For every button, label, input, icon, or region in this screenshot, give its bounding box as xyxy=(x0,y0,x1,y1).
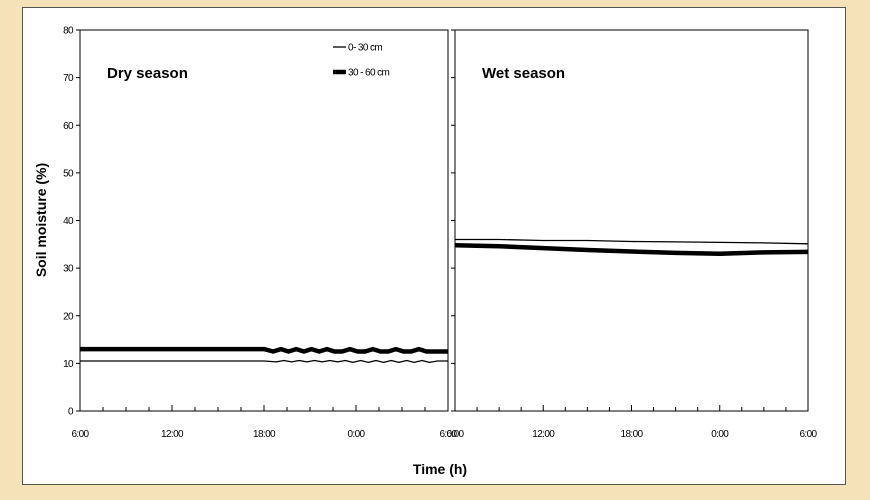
panel-wet-title: Wet season xyxy=(482,65,565,82)
legend-label: 0- 30 cm xyxy=(348,43,382,54)
y-tick-label: 70 xyxy=(63,73,74,84)
chart-frame xyxy=(22,7,846,485)
panel-wet-line-30-60cm xyxy=(454,243,809,257)
panel-wet-x-tick-label: 6:00 xyxy=(799,429,817,440)
panel-dry-line-30-60cm xyxy=(80,346,448,354)
panel-wet-x-tick-label: 6:00 xyxy=(446,429,464,440)
y-axis-title: Soil moisture (%) xyxy=(33,163,49,277)
panel-dry-x-tick-label: 0:00 xyxy=(347,429,365,440)
panel-dry-x-tick-label: 18:00 xyxy=(253,429,276,440)
y-tick-label: 80 xyxy=(63,26,74,37)
x-axis-title: Time (h) xyxy=(413,461,467,477)
y-tick-label: 60 xyxy=(63,121,74,132)
y-tick-label: 10 xyxy=(63,359,74,370)
y-tick-label: 40 xyxy=(63,216,74,227)
legend-label: 30 - 60 cm xyxy=(348,68,390,79)
panel-dry-line-0-30cm xyxy=(80,359,448,364)
panel-wet-x-tick-label: 12:00 xyxy=(532,429,555,440)
y-tick-label: 30 xyxy=(63,264,74,275)
panel-dry-title: Dry season xyxy=(107,65,188,82)
panel-dry-x-tick-label: 6:00 xyxy=(439,429,457,440)
panel-wet-x-tick-label: 0:00 xyxy=(711,429,729,440)
panel-wet-border xyxy=(454,29,809,412)
y-tick-label: 50 xyxy=(63,168,74,179)
y-tick-label: 20 xyxy=(63,311,74,322)
panel-dry-border xyxy=(79,29,449,412)
panel-wet-x-tick-label: 18:00 xyxy=(620,429,643,440)
panel-wet-line-0-30cm xyxy=(455,238,809,245)
panel-dry-x-tick-label: 6:00 xyxy=(71,429,89,440)
panel-dry-x-tick-label: 12:00 xyxy=(161,429,184,440)
y-tick-label: 0 xyxy=(68,407,74,418)
